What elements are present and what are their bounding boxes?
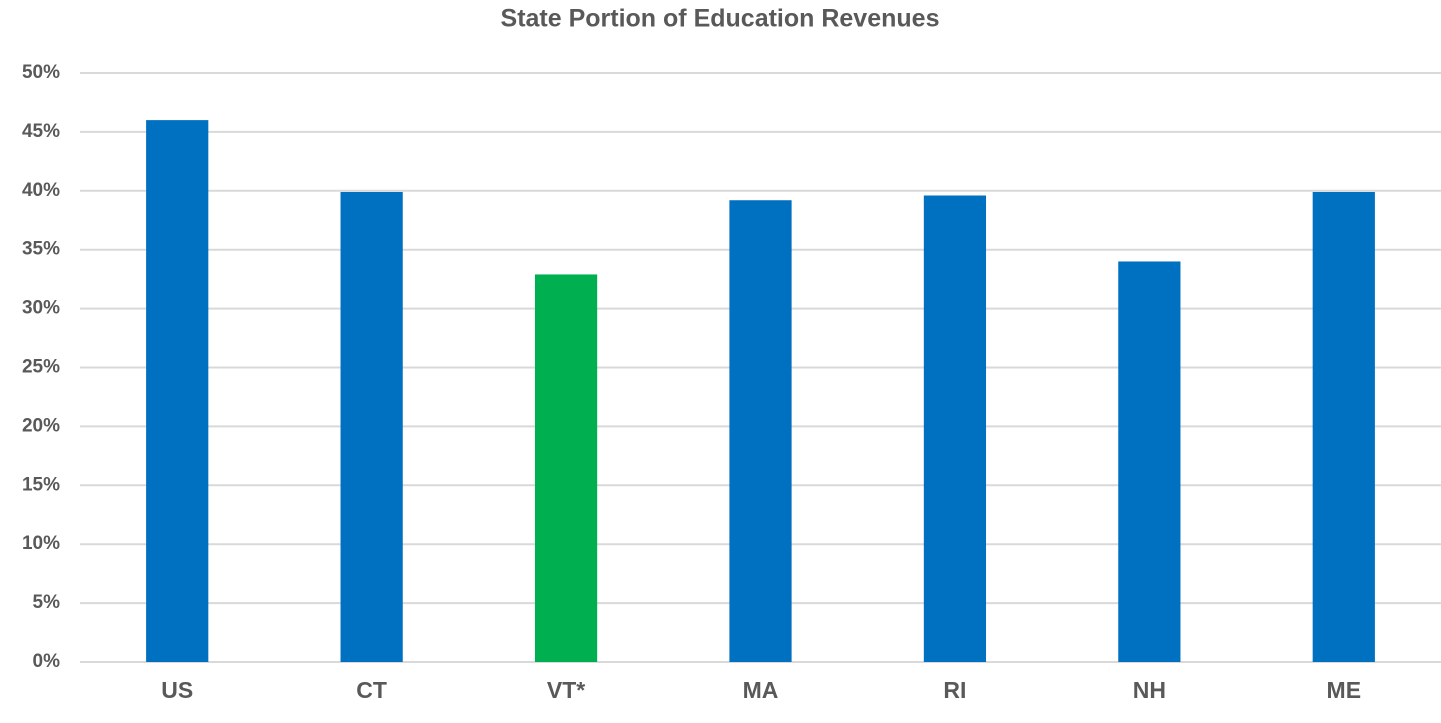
x-tick-label: CT — [356, 677, 387, 703]
y-tick-label: 35% — [22, 239, 60, 260]
x-tick-label: RI — [943, 677, 966, 703]
y-tick-label: 40% — [22, 180, 60, 201]
y-tick-label: 15% — [22, 474, 60, 495]
y-tick-label: 5% — [33, 592, 61, 613]
bar — [1312, 191, 1375, 662]
bar — [340, 191, 403, 662]
y-tick-label: 45% — [22, 121, 60, 142]
y-tick-label: 30% — [22, 298, 60, 319]
x-tick-label: NH — [1133, 677, 1166, 703]
chart-title: State Portion of Education Revenues — [501, 5, 940, 33]
x-tick-label: ME — [1327, 677, 1362, 703]
bar — [923, 195, 987, 662]
y-tick-label: 25% — [22, 357, 60, 378]
y-tick-label: 10% — [22, 533, 60, 554]
x-tick-label: MA — [743, 677, 779, 703]
y-tick-label: 20% — [22, 415, 60, 436]
bar — [534, 274, 598, 662]
x-tick-label: US — [161, 677, 193, 703]
bar — [1118, 261, 1181, 662]
y-tick-label: 0% — [33, 651, 61, 672]
y-tick-label: 50% — [22, 62, 60, 83]
x-tick-label: VT* — [547, 677, 585, 703]
bar — [729, 200, 792, 662]
bar — [146, 120, 209, 663]
